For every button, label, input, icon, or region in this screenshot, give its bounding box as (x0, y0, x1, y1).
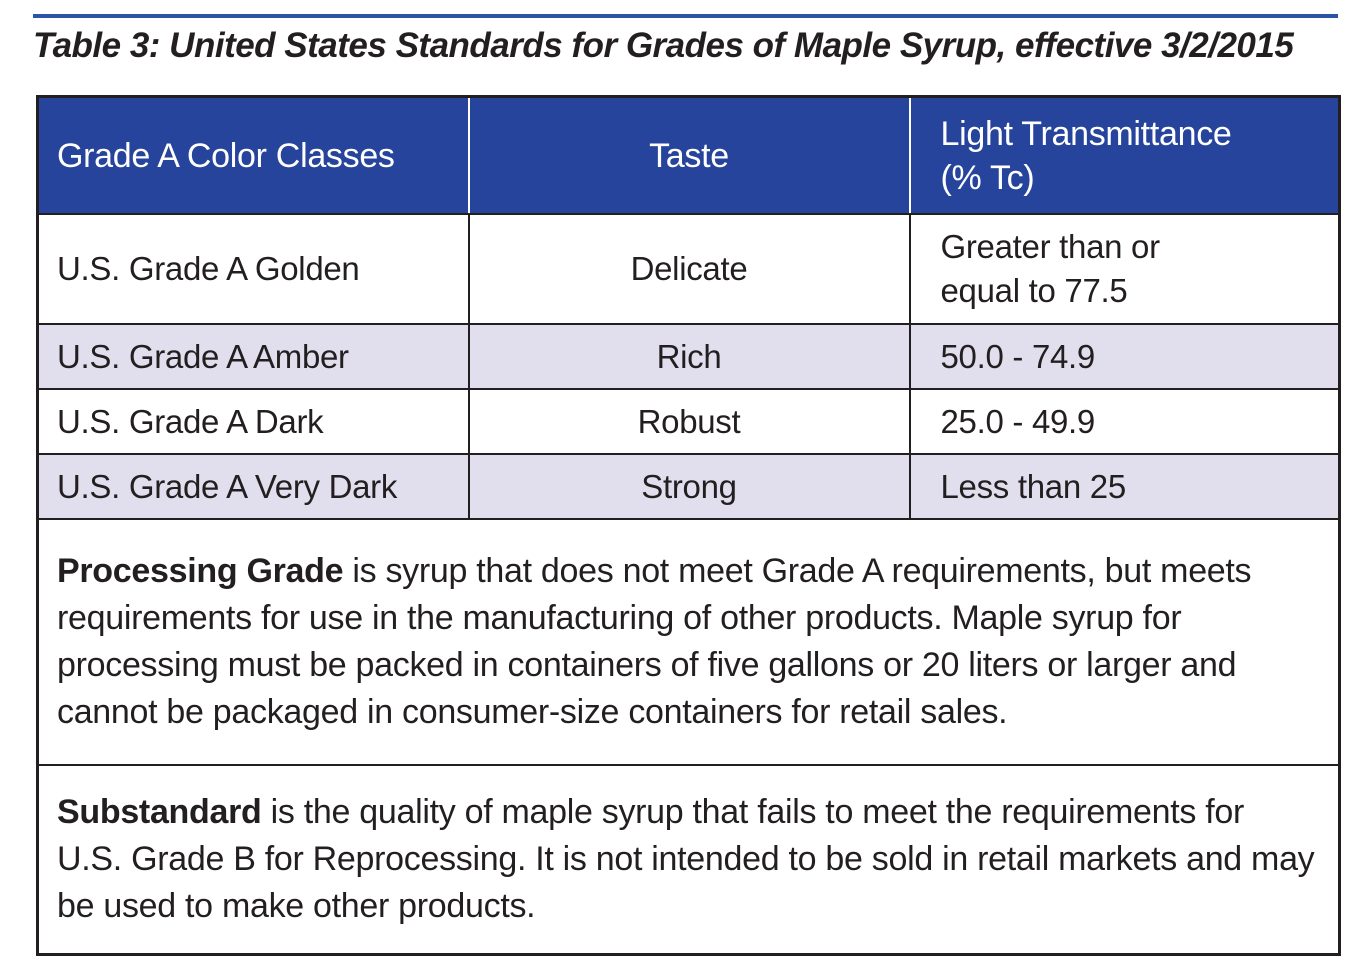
table-row-amber: U.S. Grade A Amber Rich 50.0 - 74.9 (36, 323, 1341, 390)
cell-transmittance: Less than 25 (908, 453, 1341, 520)
substandard-note-row: Substandard is the quality of maple syru… (36, 764, 1341, 956)
cell-transmittance: Greater than or equal to 77.5 (908, 213, 1341, 325)
cell-grade: U.S. Grade A Very Dark (36, 453, 470, 520)
page-title: Table 3: United States Standards for Gra… (33, 26, 1294, 65)
table-row-golden: U.S. Grade A Golden Delicate Greater tha… (36, 213, 1341, 325)
cell-grade: U.S. Grade A Golden (36, 213, 470, 325)
header-light-transmittance: Light Transmittance (% Tc) (908, 95, 1341, 215)
top-rule-divider (33, 14, 1338, 18)
cell-grade: U.S. Grade A Dark (36, 388, 470, 455)
cell-taste: Rich (467, 323, 911, 390)
cell-taste: Strong (467, 453, 911, 520)
header-taste: Taste (467, 95, 911, 215)
processing-grade-note: Processing Grade is syrup that does not … (36, 518, 1341, 766)
note-text: is syrup that does not meet Grade A requ… (57, 552, 1252, 731)
cell-taste: Delicate (467, 213, 911, 325)
cell-taste: Robust (467, 388, 911, 455)
cell-transmittance: 50.0 - 74.9 (908, 323, 1341, 390)
processing-grade-note-row: Processing Grade is syrup that does not … (36, 518, 1341, 766)
substandard-note: Substandard is the quality of maple syru… (36, 764, 1341, 956)
table-header-row: Grade A Color Classes Taste Light Transm… (36, 95, 1341, 215)
header-grade-a-color-classes: Grade A Color Classes (36, 95, 470, 215)
note-lead: Substandard (57, 793, 262, 831)
cell-transmittance: 25.0 - 49.9 (908, 388, 1341, 455)
table-row-dark: U.S. Grade A Dark Robust 25.0 - 49.9 (36, 388, 1341, 455)
table-row-very-dark: U.S. Grade A Very Dark Strong Less than … (36, 453, 1341, 520)
cell-grade: U.S. Grade A Amber (36, 323, 470, 390)
maple-syrup-grades-table: Grade A Color Classes Taste Light Transm… (36, 95, 1341, 956)
note-text: is the quality of maple syrup that fails… (57, 793, 1315, 925)
note-lead: Processing Grade (57, 552, 344, 590)
